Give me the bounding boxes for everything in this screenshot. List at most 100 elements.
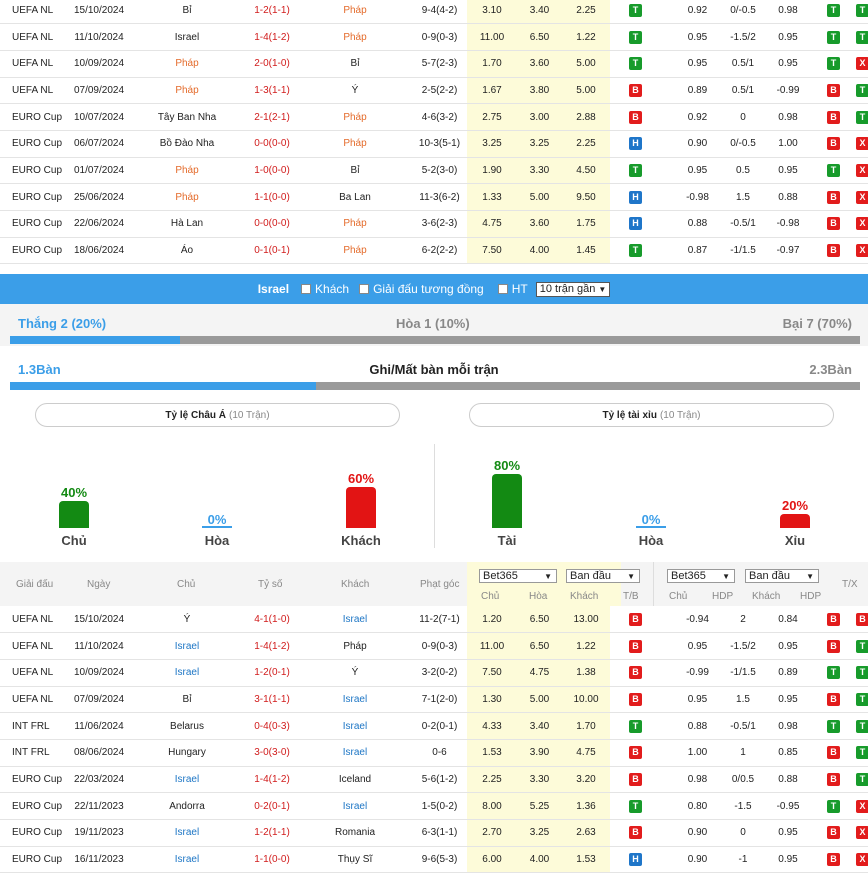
spacer-cell — [661, 77, 674, 105]
table-row[interactable]: EURO Cup 22/06/2024 Hà Lan 0-0(0-0) Pháp 3-6(… — [0, 210, 868, 238]
corner-cell: 7-1(2-0) — [412, 686, 467, 714]
away-team-cell[interactable]: Bỉ — [298, 50, 412, 78]
odds-draw-cell: 4.75 — [517, 659, 562, 687]
odds-draw-cell: 5.00 — [517, 183, 562, 211]
home-team-cell[interactable]: Hungary — [128, 739, 246, 767]
table-row[interactable]: UEFA NL 10/09/2024 Israel 1-2(0-1) Ý 3-2(0-2)… — [0, 659, 868, 687]
home-team-cell[interactable]: Áo — [128, 237, 246, 265]
table-row[interactable]: EURO Cup 06/07/2024 Bồ Đào Nha 0-0(0-0) Pháp… — [0, 130, 868, 158]
away-team-cell[interactable]: Ba Lan — [298, 183, 412, 211]
away-team-cell[interactable]: Ý — [298, 659, 412, 687]
table-row[interactable]: UEFA NL 15/10/2024 Ý 4-1(1-0) Israel 11-2(7-1… — [0, 606, 868, 634]
result-badge: B — [629, 612, 642, 626]
away-team-cell[interactable]: Israel — [298, 686, 412, 714]
home-team-cell[interactable]: Pháp — [128, 50, 246, 78]
home-team-cell[interactable]: Israel — [128, 659, 246, 687]
odds-home-cell: 3.10 — [467, 0, 517, 25]
home-team-cell[interactable]: Israel — [128, 632, 246, 660]
table-row[interactable]: EURO Cup 16/11/2023 Israel 1-1(0-0) Thụy Sĩ 9… — [0, 846, 868, 874]
table-row[interactable]: UEFA NL 10/09/2024 Pháp 2-0(1-0) Bỉ 5-7(2-3) 1… — [0, 50, 868, 78]
asian-away-cell: 0.88 — [765, 183, 811, 211]
table-row[interactable]: EURO Cup 25/06/2024 Pháp 1-1(0-0) Ba Lan 11-3… — [0, 183, 868, 211]
corner-cell: 9-6(5-3) — [412, 846, 467, 874]
goals-title: Ghi/Mất bàn mỗi trận — [369, 362, 499, 377]
odds-type-select-2[interactable]: Ban đầu ▼ — [745, 569, 819, 583]
away-team-cell[interactable]: Israel — [298, 606, 412, 634]
table-row[interactable]: EURO Cup 22/03/2024 Israel 1-4(1-2) Iceland 5… — [0, 766, 868, 794]
table-row[interactable]: EURO Cup 19/11/2023 Israel 1-2(1-1) Romania 6… — [0, 819, 868, 847]
away-team-cell[interactable]: Ý — [298, 77, 412, 105]
spacer-cell — [661, 23, 674, 51]
bookmaker-select-1[interactable]: Bet365 ▼ — [479, 569, 557, 583]
away-team-cell[interactable]: Iceland — [298, 766, 412, 794]
away-team-cell[interactable]: Pháp — [298, 0, 412, 25]
home-team-cell[interactable]: Pháp — [128, 157, 246, 185]
ou-bar-2: 20% — [780, 448, 810, 528]
asian-away-cell: 0.98 — [765, 712, 811, 740]
home-team-cell[interactable]: Bồ Đào Nha — [128, 130, 246, 158]
away-team-cell[interactable]: Thụy Sĩ — [298, 846, 412, 874]
table-row[interactable]: INT FRL 08/06/2024 Hungary 3-0(3-0) Israel 0-… — [0, 739, 868, 767]
table-row[interactable]: UEFA NL 11/10/2024 Israel 1-4(1-2) Pháp 0-9(0… — [0, 632, 868, 660]
recent-matches-select[interactable]: 10 trận gần ▼ — [535, 281, 611, 297]
result-badge: B — [827, 612, 840, 626]
home-team-cell[interactable]: Bỉ — [128, 0, 246, 25]
odds-home-cell: 2.25 — [467, 766, 517, 794]
filter-team-name: Israel — [257, 282, 290, 296]
result-badge: T — [856, 746, 868, 760]
asian-home-cell: 0.95 — [674, 686, 721, 714]
bookmaker-select-2[interactable]: Bet365 ▼ — [667, 569, 735, 583]
odds-home-cell: 4.75 — [467, 210, 517, 238]
home-team-cell[interactable]: Israel — [128, 846, 246, 874]
team-matches-table-body: UEFA NL 15/10/2024 Ý 4-1(1-0) Israel 11-2(7-1… — [0, 606, 868, 874]
away-team-cell[interactable]: Israel — [298, 712, 412, 740]
away-team-cell[interactable]: Israel — [298, 739, 412, 767]
table-row[interactable]: EURO Cup 01/07/2024 Pháp 1-0(0-0) Bỉ 5-2(3-0)… — [0, 157, 868, 185]
home-team-cell[interactable]: Israel — [128, 766, 246, 794]
date-cell: 11/10/2024 — [70, 23, 128, 51]
away-team-cell[interactable]: Pháp — [298, 23, 412, 51]
home-team-cell[interactable]: Ý — [128, 606, 246, 634]
ou-result-cell: T — [856, 766, 868, 794]
col-odds-draw: Hòa — [529, 591, 548, 602]
spacer-cell — [661, 0, 674, 25]
table-row[interactable]: EURO Cup 18/06/2024 Áo 0-1(0-1) Pháp 6-2(2-2)… — [0, 237, 868, 265]
table-row[interactable]: UEFA NL 15/10/2024 Bỉ 1-2(1-1) Pháp 9-4(4-2) 3… — [0, 0, 868, 25]
home-team-cell[interactable]: Hà Lan — [128, 210, 246, 238]
asian-away-cell: 0.98 — [765, 0, 811, 25]
home-team-cell[interactable]: Israel — [128, 819, 246, 847]
table-row[interactable]: UEFA NL 07/09/2024 Pháp 1-3(1-1) Ý 2-5(2-2) 1.… — [0, 77, 868, 105]
date-cell: 19/11/2023 — [70, 819, 128, 847]
home-team-cell[interactable]: Pháp — [128, 77, 246, 105]
same-league-checkbox[interactable] — [359, 284, 370, 294]
away-team-cell[interactable]: Israel — [298, 792, 412, 820]
away-team-cell[interactable]: Pháp — [298, 210, 412, 238]
away-team-cell[interactable]: Pháp — [298, 632, 412, 660]
result-badge: B — [827, 853, 840, 867]
table-row[interactable]: INT FRL 11/06/2024 Belarus 0-4(0-3) Israel 0-… — [0, 712, 868, 740]
home-team-cell[interactable]: Pháp — [128, 183, 246, 211]
odds-away-cell: 3.20 — [562, 766, 610, 794]
away-team-cell[interactable]: Pháp — [298, 130, 412, 158]
spacer-cell — [661, 606, 674, 634]
table-row[interactable]: UEFA NL 11/10/2024 Israel 1-4(1-2) Pháp 0-9(0… — [0, 23, 868, 51]
away-team-cell[interactable]: Bỉ — [298, 157, 412, 185]
away-checkbox[interactable] — [301, 284, 312, 294]
table-row[interactable]: EURO Cup 22/11/2023 Andorra 0-2(0-1) Israel 1… — [0, 792, 868, 820]
home-team-cell[interactable]: Tây Ban Nha — [128, 103, 246, 131]
table-row[interactable]: EURO Cup 10/07/2024 Tây Ban Nha 2-1(2-1) Phá… — [0, 103, 868, 131]
away-team-cell[interactable]: Pháp — [298, 237, 412, 265]
asian-pct-2: 60% — [347, 471, 375, 487]
odds-type-select-1[interactable]: Ban đầu ▼ — [566, 569, 640, 583]
result-badge-cell: H — [610, 130, 661, 158]
result-badge: T — [629, 799, 642, 813]
home-team-cell[interactable]: Bỉ — [128, 686, 246, 714]
home-team-cell[interactable]: Belarus — [128, 712, 246, 740]
odds-away-cell: 10.00 — [562, 686, 610, 714]
ht-checkbox[interactable] — [497, 284, 508, 294]
away-team-cell[interactable]: Pháp — [298, 103, 412, 131]
home-team-cell[interactable]: Andorra — [128, 792, 246, 820]
home-team-cell[interactable]: Israel — [128, 23, 246, 51]
table-row[interactable]: UEFA NL 07/09/2024 Bỉ 3-1(1-1) Israel 7-1(2-0… — [0, 686, 868, 714]
away-team-cell[interactable]: Romania — [298, 819, 412, 847]
